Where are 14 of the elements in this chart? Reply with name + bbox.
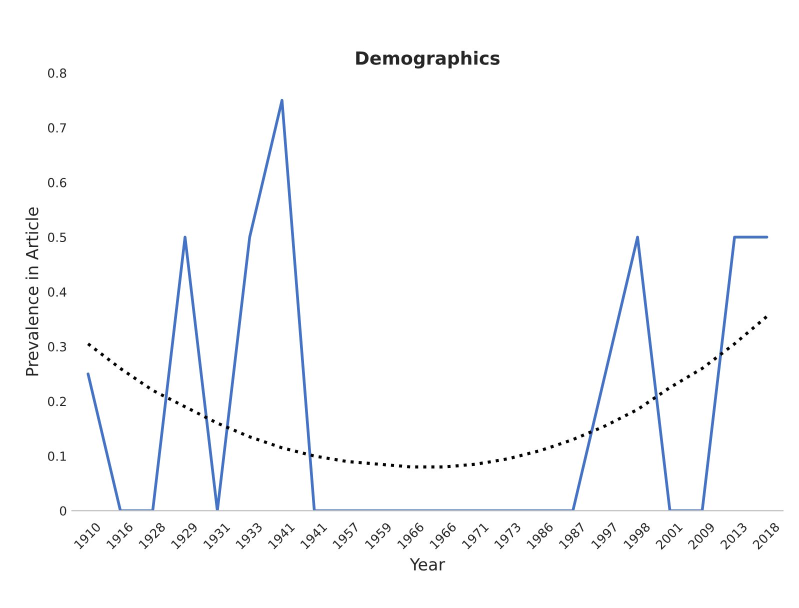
y-tick-label: 0.4	[48, 287, 66, 297]
y-tick-label: 0.2	[48, 396, 66, 406]
y-axis-title: Prevalence in Article	[25, 207, 38, 376]
y-tick-label: 0.1	[48, 451, 66, 461]
x-axis-title: Year	[410, 558, 446, 571]
chart-title: Demographics	[356, 50, 500, 69]
y-tick-label: 0.8	[48, 68, 66, 78]
y-tick-label: 0.6	[48, 178, 66, 188]
y-tick-label: 0.5	[48, 232, 66, 242]
line-series	[86, 314, 768, 468]
y-tick-label: 0	[60, 506, 66, 516]
y-tick-label: 0.3	[48, 342, 66, 352]
y-tick-label: 0.7	[48, 123, 66, 133]
line-series	[86, 98, 768, 511]
